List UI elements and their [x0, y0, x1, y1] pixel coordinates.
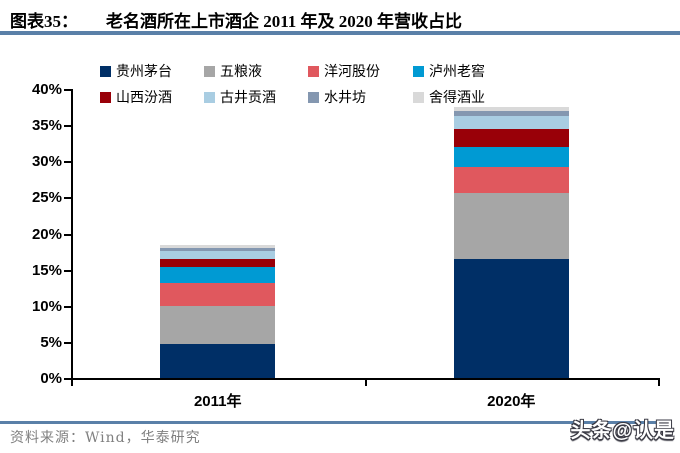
legend-item[interactable]: 水井坊 [308, 87, 366, 107]
x-category-label: 2011年 [193, 393, 242, 410]
y-axis-tick [64, 378, 71, 380]
legend-label: 山西汾酒 [116, 90, 172, 106]
y-axis-tick [64, 125, 71, 128]
legend-item[interactable]: 泸州老窖 [413, 61, 485, 81]
bar-segment[interactable] [453, 128, 569, 147]
legend-label: 洋河股份 [324, 64, 380, 80]
source-note: 资料来源：Wind，华泰研究 [10, 430, 201, 446]
y-tick-label: 25% [31, 189, 62, 207]
legend-swatch [308, 65, 319, 77]
legend-swatch [100, 65, 111, 77]
figure-title: 老名酒所在上市酒企 2011 年及 2020 年营收占比 [106, 12, 463, 31]
y-axis-tick [64, 269, 71, 272]
bar-segment[interactable] [453, 116, 569, 129]
legend-label: 舍得酒业 [429, 90, 485, 106]
legend-item[interactable]: 山西汾酒 [100, 87, 172, 107]
legend-item[interactable]: 贵州茅台 [100, 61, 172, 81]
legend-swatch [413, 65, 424, 77]
y-tick-label: 20% [31, 225, 62, 243]
legend-label: 泸州老窖 [429, 64, 485, 80]
legend-item[interactable]: 五粮液 [204, 61, 262, 81]
bar-segment[interactable] [453, 107, 569, 111]
y-tick-label: 30% [31, 153, 62, 171]
x-category-label: 2020年 [487, 393, 536, 410]
x-axis-tick [71, 378, 73, 386]
figure-number-label: 图表35： [10, 12, 78, 31]
y-tick-label: 15% [31, 261, 62, 279]
legend-swatch [204, 65, 215, 77]
bar-segment[interactable] [453, 167, 569, 194]
y-axis-tick [64, 197, 71, 200]
y-axis-tick [64, 305, 71, 308]
bar-segment[interactable] [160, 306, 276, 345]
footer-divider-line [0, 421, 662, 424]
bar-segment[interactable] [160, 344, 276, 378]
legend-label: 古井贡酒 [220, 90, 276, 106]
bar-segment[interactable] [453, 146, 569, 168]
y-axis-tick [64, 341, 71, 344]
y-axis-tick [64, 233, 71, 236]
title-divider-line [0, 31, 680, 35]
y-axis-line [71, 89, 73, 380]
y-tick-label: 40% [31, 81, 62, 98]
y-tick-label: 10% [31, 297, 62, 315]
watermark: 头条@认是 [570, 420, 675, 442]
bar-segment[interactable] [160, 266, 276, 283]
bar-segment[interactable] [160, 247, 276, 251]
legend-label: 贵州茅台 [116, 64, 172, 80]
legend-item[interactable]: 舍得酒业 [413, 87, 485, 107]
bar-segment[interactable] [160, 250, 276, 259]
legend-item[interactable]: 古井贡酒 [204, 87, 276, 107]
x-axis-tick [658, 378, 660, 386]
legend-swatch [204, 91, 215, 103]
figure-title-row: 图表35： 老名酒所在上市酒企 2011 年及 2020 年营收占比 [10, 7, 676, 32]
bar-segment[interactable] [453, 110, 569, 117]
y-axis-tick [64, 161, 71, 164]
legend-swatch [100, 91, 111, 103]
y-tick-label: 35% [31, 117, 62, 135]
bar-segment[interactable] [160, 245, 276, 248]
bar-segment[interactable] [453, 258, 569, 378]
y-tick-label: 5% [40, 333, 62, 351]
bar-segment[interactable] [160, 282, 276, 307]
bar-segment[interactable] [160, 258, 276, 267]
y-tick-label: 0% [40, 370, 62, 387]
legend-swatch [308, 91, 319, 103]
legend-swatch [413, 91, 424, 103]
bar-segment[interactable] [453, 193, 569, 259]
y-axis-tick [64, 89, 71, 91]
x-axis-tick [364, 378, 367, 386]
legend-label: 水井坊 [324, 90, 366, 106]
legend-label: 五粮液 [220, 64, 262, 80]
legend-item[interactable]: 洋河股份 [308, 61, 380, 81]
